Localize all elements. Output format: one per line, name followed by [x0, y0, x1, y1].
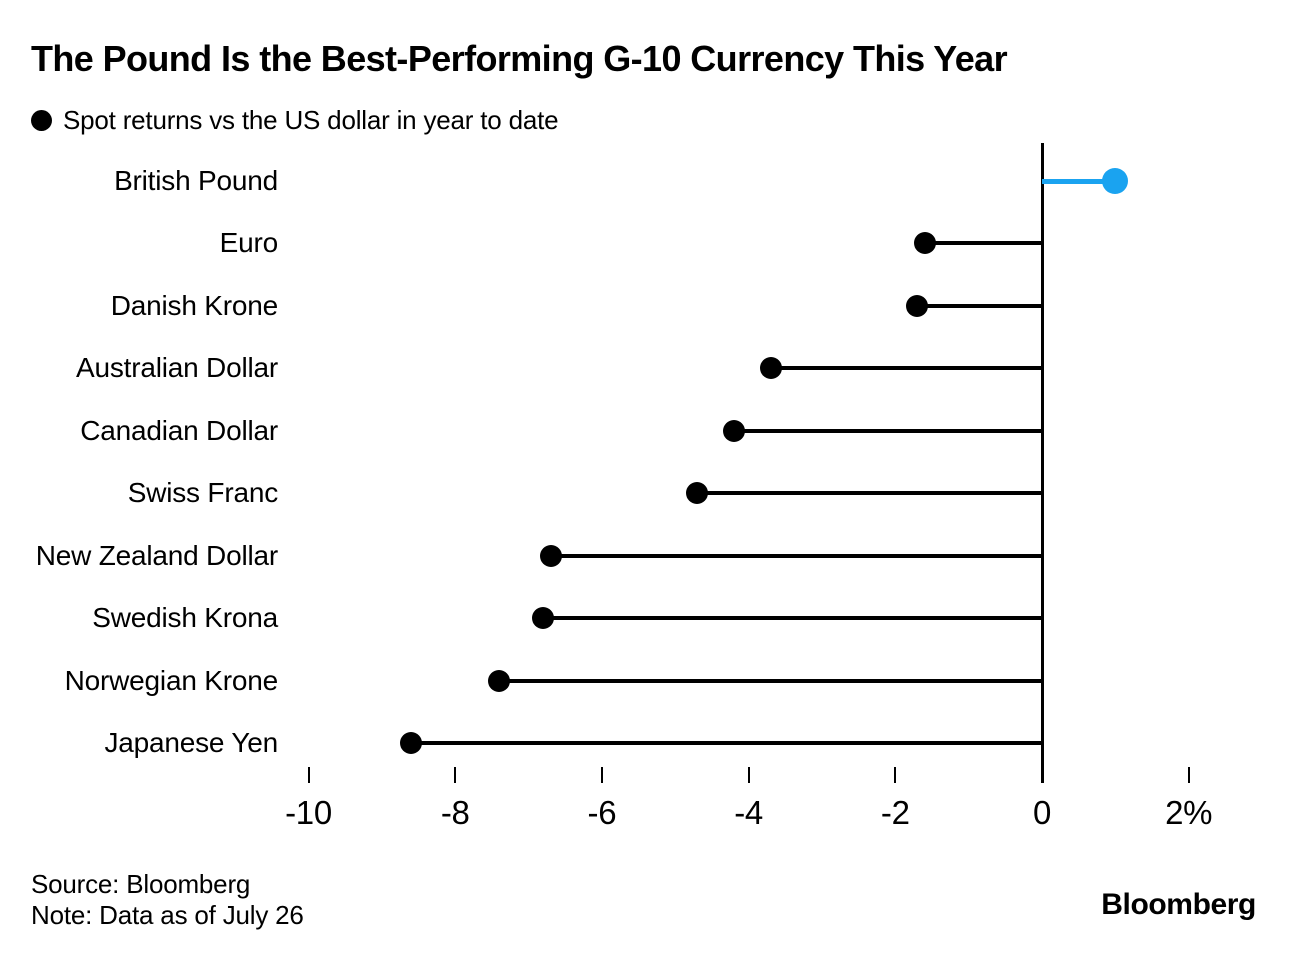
x-tick-label: -2 — [880, 794, 910, 831]
zero-axis-line — [1040, 143, 1044, 783]
lollipop-dot — [532, 607, 555, 630]
lollipop-dot — [913, 232, 936, 255]
lollipop-stem — [924, 241, 1042, 246]
x-tick — [600, 767, 603, 783]
lollipop-stem — [543, 616, 1042, 621]
lollipop-stem — [697, 491, 1042, 496]
category-label: British Pound — [114, 165, 278, 196]
lollipop-dot — [722, 419, 745, 442]
lollipop-stem — [1042, 178, 1116, 184]
x-tick-label: -6 — [587, 794, 617, 831]
category-label: Canadian Dollar — [80, 414, 278, 446]
lollipop-stem — [733, 428, 1042, 433]
x-tick — [1187, 767, 1190, 783]
x-tick-label: -4 — [734, 794, 763, 831]
x-tick-label: 0 — [1032, 794, 1052, 831]
x-tick-label: -8 — [440, 794, 470, 831]
lollipop-dot — [686, 482, 709, 505]
lollipop-dot — [539, 544, 562, 567]
x-tick — [747, 767, 750, 783]
x-tick-label: 2% — [1165, 794, 1213, 831]
lollipop-dot — [759, 357, 782, 380]
x-tick — [454, 767, 457, 783]
source-text: Source: Bloomberg — [31, 869, 251, 899]
category-label: Australian Dollar — [75, 352, 278, 384]
lollipop-stem — [550, 553, 1042, 558]
lollipop-stem — [499, 678, 1042, 683]
lollipop-stem — [770, 366, 1042, 371]
x-tick — [307, 767, 310, 783]
x-tick-label: -10 — [285, 794, 332, 831]
lollipop-dot — [488, 669, 511, 692]
category-label: New Zealand Dollar — [35, 539, 278, 571]
legend-dot-icon — [31, 110, 52, 131]
footer-notes: Source: Bloomberg Note: Data as of July … — [31, 869, 304, 931]
category-label: Euro — [219, 227, 279, 259]
legend-label: Spot returns vs the US dollar in year to… — [63, 105, 559, 135]
lollipop-stem — [411, 741, 1042, 746]
lollipop-stem — [917, 303, 1042, 308]
lollipop-dot — [906, 294, 929, 317]
category-label: Danish Krone — [110, 289, 278, 321]
lollipop-dot — [400, 732, 423, 755]
category-label: Swiss Franc — [127, 477, 278, 509]
x-tick — [894, 767, 897, 783]
category-label: Norwegian Krone — [64, 664, 279, 696]
category-label: Japanese Yen — [104, 727, 278, 759]
chart-title: The Pound Is the Best-Performing G-10 Cu… — [31, 38, 1008, 79]
lollipop-dot — [1102, 168, 1129, 194]
legend: Spot returns vs the US dollar in year to… — [31, 105, 559, 136]
note-text: Note: Data as of July 26 — [31, 900, 304, 930]
category-label: Swedish Krona — [92, 602, 278, 634]
bloomberg-logo: Bloomberg — [1101, 888, 1256, 921]
